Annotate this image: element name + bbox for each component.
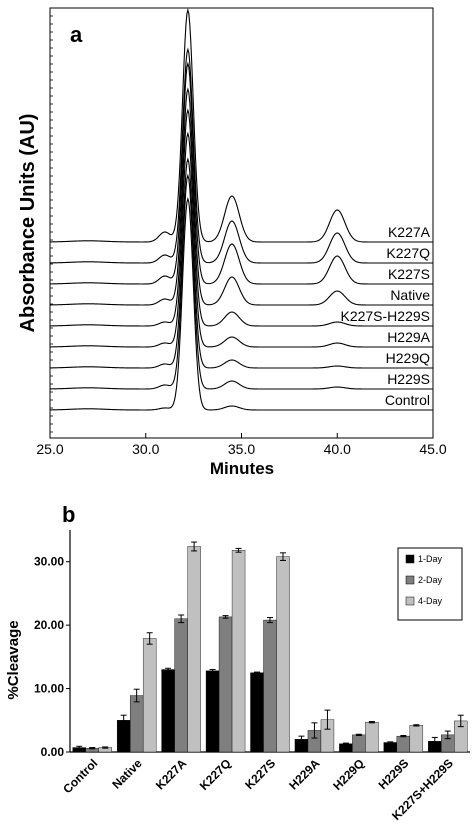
trace-h229a [49,131,433,348]
x-tick-label: 40.0 [324,441,351,457]
panel-b-label: b [62,502,75,527]
legend-swatch [405,554,415,564]
legend-swatch [405,596,415,606]
trace-label: Native [390,287,430,303]
bars [72,541,468,753]
trace-label: K227S [388,266,430,282]
x-tick-label: 45.0 [419,441,446,457]
bar [352,734,366,753]
bar [409,725,424,753]
trace-label: K227Q [386,245,430,261]
y-axis-label: Absorbance Units (AU) [17,114,39,333]
trace-label: Control [385,392,430,408]
x-axis-ticks: 25.0 30.0 35.0 40.0 45.0 [36,15,447,457]
bar [250,672,264,753]
bar [187,546,201,753]
bar [205,670,220,753]
bar [231,550,246,753]
bar [218,616,233,753]
legend-label: 4-Day [418,596,443,606]
bar [161,669,175,753]
x-tick-label: 25.0 [36,441,63,457]
y-axis-label-b: %Cleavage [5,620,22,699]
bar [396,735,411,753]
bar [174,618,188,753]
bar [129,695,144,753]
legend-label: 1-Day [418,554,443,564]
trace-label: K227S-H229S [340,308,430,324]
trace-k227a [49,7,433,243]
trace-native [49,87,433,306]
trace-k227s-h229s [49,108,433,327]
category-label: H229A [286,756,323,793]
panel-a-label: a [70,22,83,47]
category-label: H229Q [330,756,367,793]
bar [365,721,379,753]
legend-swatch [405,575,415,585]
y-tick-label: 10.00 [34,682,64,696]
category-labels: Control Native K227A K227Q K227S H229A H229Q H2… [60,756,456,823]
chromatogram-panel: a Absorbance Units (AU) Minutes 25.0 30.0… [17,7,447,478]
y-tick-label: 0.00 [41,745,65,759]
bar [276,556,290,753]
traces [49,7,433,411]
y-tick-label: 20.00 [34,618,64,632]
cleavage-bar-panel: b %Cleavage 0.00 10.00 20.00 30.00 Control N… [5,502,470,823]
category-label: H229S [376,756,412,792]
trace-k227q [49,47,433,264]
trace-label: H229Q [386,350,430,366]
trace-label: K227A [388,224,431,240]
legend-label: 2-Day [418,575,443,585]
x-tick-label: 30.0 [132,441,159,457]
bar [142,638,157,753]
y-tick-label: 30.00 [34,555,64,569]
category-label: K227Q [197,756,234,793]
trace-label: H229A [387,329,430,345]
bar [263,619,277,753]
bar [339,743,353,753]
category-label: Control [60,756,100,796]
category-label: K227S [242,756,278,792]
trace-label: H229S [387,371,430,387]
trace-control [49,196,433,411]
trace-h229s [49,173,433,390]
bar [383,742,398,753]
category-label: K227A [153,756,190,793]
x-tick-label: 35.0 [228,441,255,457]
trace-k227s [49,61,433,285]
x-axis-label: Minutes [210,459,274,478]
trace-labels: K227A K227Q K227S Native K227S-H229S H229A H22… [340,224,430,408]
trace-h229q [49,157,433,369]
category-label: Native [109,756,145,792]
legend: 1-Day 2-Day 4-Day [397,547,463,621]
